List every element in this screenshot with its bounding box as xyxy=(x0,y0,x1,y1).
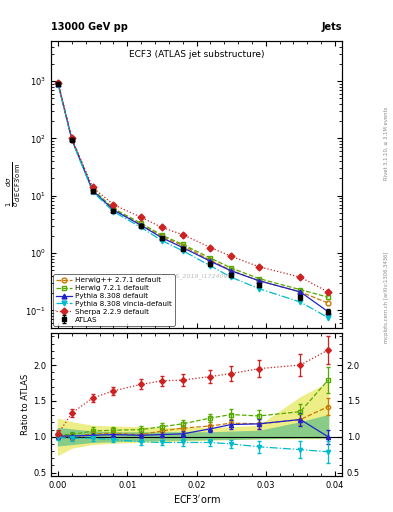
Pythia 8.308 vincia-default xyxy=(257,286,261,292)
Text: Jets: Jets xyxy=(321,23,342,32)
Y-axis label: $\frac{1}{\sigma}\frac{d\sigma}{d\,\mathrm{ECF3}^{\prime}\mathrm{orm}}$: $\frac{1}{\sigma}\frac{d\sigma}{d\,\math… xyxy=(4,162,23,207)
Sherpa 2.2.9 default xyxy=(298,274,303,280)
Pythia 8.308 vincia-default xyxy=(298,299,303,305)
Pythia 8.308 default xyxy=(257,278,261,284)
Y-axis label: Ratio to ATLAS: Ratio to ATLAS xyxy=(21,374,30,435)
Pythia 8.308 vincia-default xyxy=(56,81,61,87)
Herwig 7.2.1 default xyxy=(326,294,331,300)
Herwig 7.2.1 default xyxy=(257,275,261,282)
Pythia 8.308 vincia-default xyxy=(90,188,95,195)
Pythia 8.308 vincia-default xyxy=(229,274,233,280)
Herwig++ 2.7.1 default xyxy=(139,222,143,228)
Herwig++ 2.7.1 default xyxy=(90,187,95,193)
Sherpa 2.2.9 default xyxy=(326,289,331,295)
Sherpa 2.2.9 default xyxy=(111,202,116,208)
Herwig++ 2.7.1 default xyxy=(180,243,185,249)
Herwig++ 2.7.1 default xyxy=(160,233,164,240)
Sherpa 2.2.9 default xyxy=(160,224,164,230)
Pythia 8.308 vincia-default xyxy=(160,238,164,244)
Herwig 7.2.1 default xyxy=(229,265,233,271)
Pythia 8.308 vincia-default xyxy=(139,224,143,230)
Pythia 8.308 default xyxy=(298,289,303,295)
Pythia 8.308 vincia-default xyxy=(111,208,116,215)
Text: 13000 GeV pp: 13000 GeV pp xyxy=(51,23,128,32)
Pythia 8.308 vincia-default xyxy=(326,314,331,321)
Sherpa 2.2.9 default xyxy=(229,253,233,260)
Text: mcplots.cern.ch [arXiv:1306.3436]: mcplots.cern.ch [arXiv:1306.3436] xyxy=(384,251,389,343)
Sherpa 2.2.9 default xyxy=(70,135,74,141)
Herwig 7.2.1 default xyxy=(90,186,95,193)
Herwig++ 2.7.1 default xyxy=(326,300,331,306)
Herwig++ 2.7.1 default xyxy=(257,278,261,284)
Herwig 7.2.1 default xyxy=(180,241,185,247)
Herwig++ 2.7.1 default xyxy=(298,289,303,295)
X-axis label: ECF3$^{\prime}$orm: ECF3$^{\prime}$orm xyxy=(173,493,220,505)
Pythia 8.308 default xyxy=(56,80,61,87)
Herwig 7.2.1 default xyxy=(160,232,164,238)
Herwig++ 2.7.1 default xyxy=(111,206,116,212)
Sherpa 2.2.9 default xyxy=(56,79,61,86)
Herwig++ 2.7.1 default xyxy=(70,137,74,143)
Pythia 8.308 vincia-default xyxy=(180,248,185,254)
Herwig 7.2.1 default xyxy=(298,287,303,293)
Pythia 8.308 default xyxy=(160,234,164,241)
Text: Rivet 3.1.10, ≥ 3.1M events: Rivet 3.1.10, ≥ 3.1M events xyxy=(384,106,389,180)
Herwig 7.2.1 default xyxy=(70,136,74,142)
Pythia 8.308 vincia-default xyxy=(70,137,74,143)
Herwig 7.2.1 default xyxy=(56,80,61,86)
Pythia 8.308 default xyxy=(90,187,95,194)
Sherpa 2.2.9 default xyxy=(180,231,185,238)
Legend: Herwig++ 2.7.1 default, Herwig 7.2.1 default, Pythia 8.308 default, Pythia 8.308: Herwig++ 2.7.1 default, Herwig 7.2.1 def… xyxy=(53,274,174,326)
Pythia 8.308 default xyxy=(111,207,116,213)
Sherpa 2.2.9 default xyxy=(208,244,213,250)
Text: ATLAS_2019_I1724098: ATLAS_2019_I1724098 xyxy=(161,273,232,279)
Line: Pythia 8.308 default: Pythia 8.308 default xyxy=(55,81,331,314)
Herwig++ 2.7.1 default xyxy=(229,267,233,273)
Herwig++ 2.7.1 default xyxy=(208,257,213,263)
Pythia 8.308 default xyxy=(139,222,143,228)
Pythia 8.308 default xyxy=(229,268,233,274)
Line: Pythia 8.308 vincia-default: Pythia 8.308 vincia-default xyxy=(55,81,331,320)
Text: ECF3 (ATLAS jet substructure): ECF3 (ATLAS jet substructure) xyxy=(129,50,264,58)
Pythia 8.308 default xyxy=(70,136,74,142)
Herwig 7.2.1 default xyxy=(139,220,143,226)
Herwig++ 2.7.1 default xyxy=(56,80,61,86)
Sherpa 2.2.9 default xyxy=(90,184,95,190)
Sherpa 2.2.9 default xyxy=(257,264,261,270)
Line: Sherpa 2.2.9 default: Sherpa 2.2.9 default xyxy=(55,80,331,294)
Herwig 7.2.1 default xyxy=(111,205,116,211)
Pythia 8.308 default xyxy=(326,309,331,315)
Pythia 8.308 vincia-default xyxy=(208,263,213,269)
Line: Herwig 7.2.1 default: Herwig 7.2.1 default xyxy=(55,80,331,300)
Pythia 8.308 default xyxy=(208,258,213,264)
Line: Herwig++ 2.7.1 default: Herwig++ 2.7.1 default xyxy=(55,81,331,305)
Herwig 7.2.1 default xyxy=(208,255,213,261)
Sherpa 2.2.9 default xyxy=(139,214,143,220)
Pythia 8.308 default xyxy=(180,244,185,250)
